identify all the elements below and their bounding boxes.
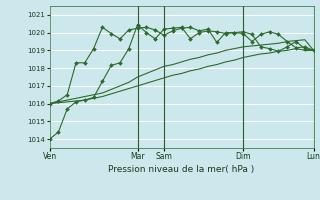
X-axis label: Pression niveau de la mer( hPa ): Pression niveau de la mer( hPa ) [108,165,255,174]
